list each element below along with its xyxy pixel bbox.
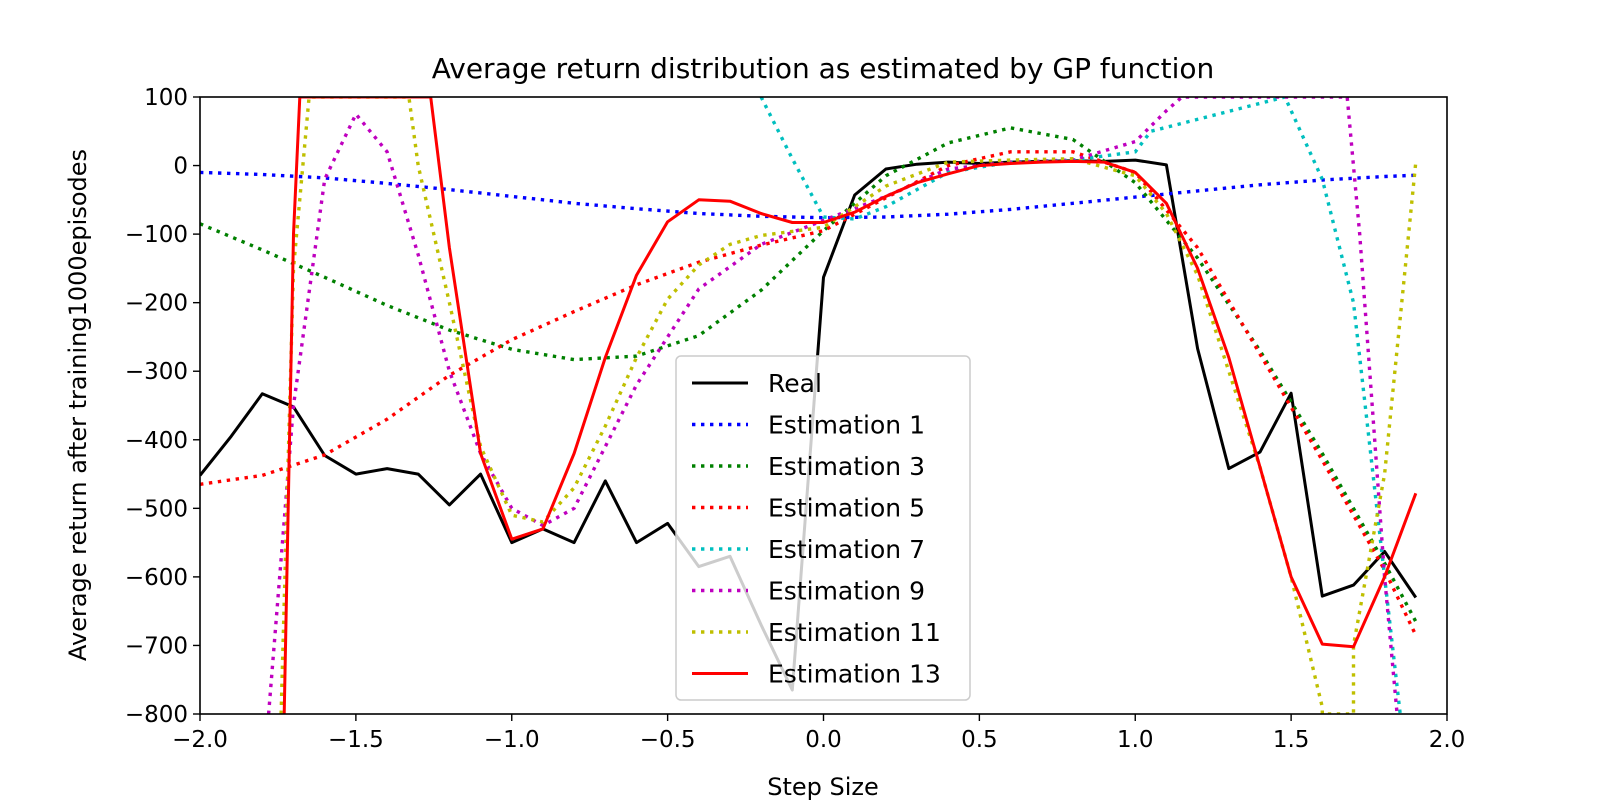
series-line-estimation-13 [282,97,1418,714]
y-tick-label: −300 [125,359,188,385]
legend-frame [675,355,971,701]
y-tick-label: −500 [125,496,188,522]
y-tick-label: −100 [125,222,188,248]
x-tick-label: 1.0 [1117,727,1154,753]
series-line-estimation-1 [200,170,1416,220]
series-line-estimation-9 [266,97,1399,714]
legend-label: Estimation 5 [768,494,925,523]
x-tick-label: 1.5 [1273,727,1310,753]
legend-label: Real [768,369,822,398]
x-tick-label: 2.0 [1429,727,1466,753]
y-tick-label: −200 [125,291,188,317]
legend-label: Estimation 3 [768,452,925,481]
series-line-estimation-5 [200,150,1418,636]
legend-label: Estimation 9 [768,577,925,606]
legend-label: Estimation 1 [768,411,925,440]
series-line-estimation-3 [200,126,1418,623]
x-tick-label: 0.0 [805,727,842,753]
x-axis: −2.0 −1.5 −1.0 −0.5 0.0 0.5 1.0 1.5 2.0 [172,714,1465,753]
y-tick-label: 100 [144,85,188,111]
legend-label: Estimation 13 [768,660,941,689]
y-axis-title: Average return after training1000episode… [64,149,92,661]
series-layer [200,97,1418,714]
chart-title: Average return distribution as estimated… [432,52,1215,85]
x-tick-label: −1.5 [328,727,384,753]
x-tick-label: 0.5 [961,727,998,753]
x-tick-label: −0.5 [640,727,696,753]
y-tick-label: 0 [173,154,188,180]
y-tick-label: −600 [125,565,188,591]
x-tick-label: −2.0 [172,727,228,753]
x-tick-label: −1.0 [484,727,540,753]
series-line-estimation-11 [279,97,1418,714]
y-tick-label: −700 [125,633,188,659]
legend-label: Estimation 7 [768,535,925,564]
y-tick-label: −400 [125,428,188,454]
y-tick-label: −800 [125,702,188,728]
legend-label: Estimation 11 [768,618,941,647]
series-line-estimation-7 [759,97,1402,714]
x-axis-title: Step Size [767,773,879,800]
y-axis: 100 0 −100 −200 −300 −400 −500 −600 −700 −800 [125,85,200,728]
legend: Real Estimation 1 Estimation 3 Estimation 5… [675,355,971,701]
